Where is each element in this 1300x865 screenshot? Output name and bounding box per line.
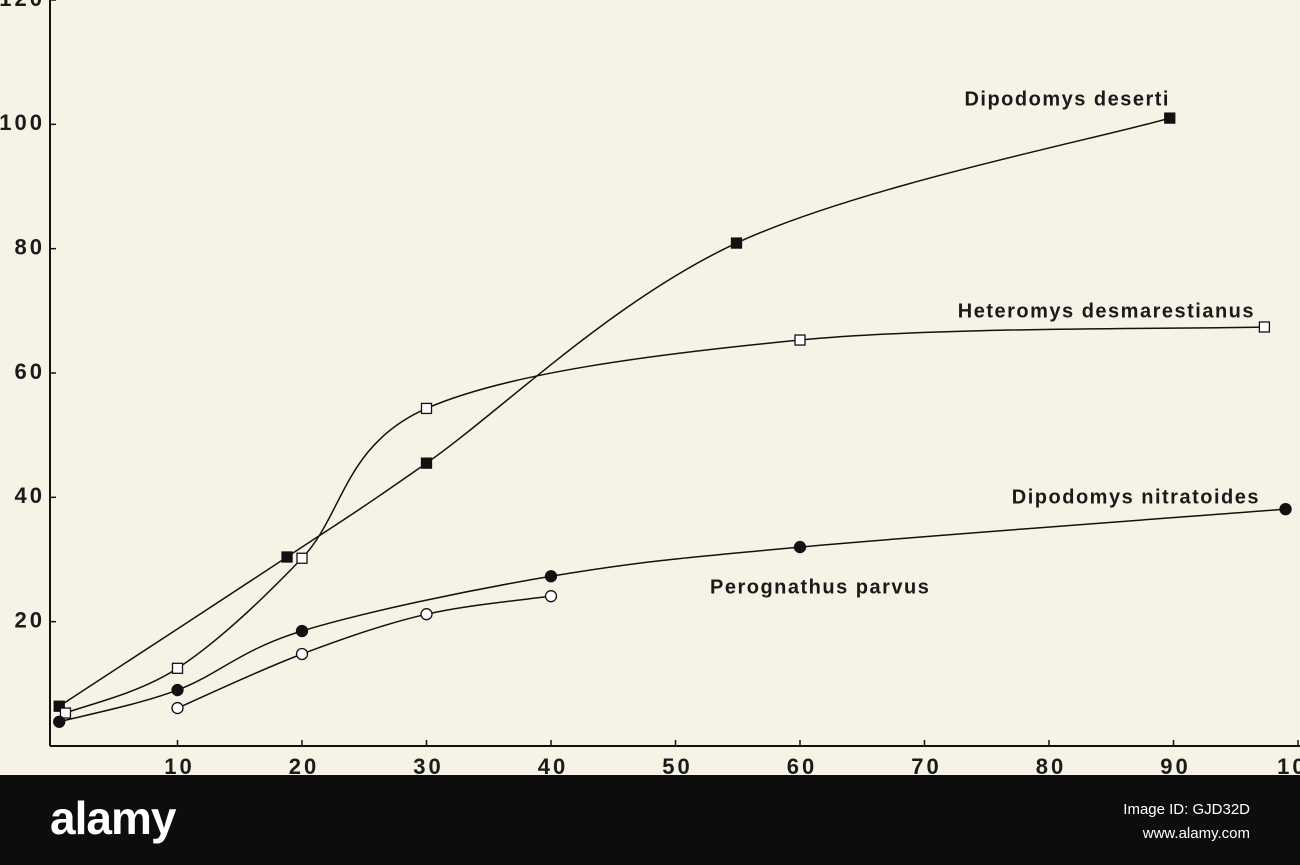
y-tick-label: 80 [15,234,45,259]
marker [281,551,293,563]
x-tick-label: 90 [1160,754,1190,779]
series-line [58,117,1170,707]
marker [1164,112,1176,124]
x-tick-label: 10 [164,754,194,779]
x-tick-label: 40 [538,754,568,779]
marker [171,683,184,697]
marker [1279,502,1292,516]
marker [295,624,309,638]
marker [53,700,65,712]
y-tick-label: 120 [0,0,45,11]
series-label: Dipodomys deserti [964,88,1170,110]
marker [171,662,184,674]
marker [171,701,184,715]
series-label: Dipodomys nitratoides [1012,486,1260,508]
marker [793,540,807,554]
y-tick-label: 60 [15,359,45,384]
y-tick-label: 40 [15,483,45,508]
marker [420,457,433,469]
y-tick-label: 20 [15,607,45,632]
series-line [177,595,552,709]
marker [544,590,558,603]
marker [420,608,433,621]
x-tick-label: 70 [911,754,941,779]
marker [794,334,806,346]
watermark-bar [0,775,1300,865]
marker [295,647,309,661]
marker [59,707,72,719]
marker [420,402,433,415]
watermark-site: www.alamy.com [1142,825,1250,842]
marker [730,237,743,249]
watermark-id: Image ID: GJD32D [1123,801,1250,818]
series-label: Perognathus parvus [710,576,930,598]
series-label: Heteromys desmarestianus [958,300,1255,322]
marker [296,552,308,564]
x-tick-label: 60 [787,754,817,779]
x-tick-label: 50 [662,754,692,779]
x-tick-label: 20 [289,754,319,779]
x-tick-label: 80 [1036,754,1066,779]
x-tick-label: 100 [1277,754,1300,779]
watermark-brand: alamy [50,792,177,844]
x-tick-label: 30 [413,754,443,779]
y-tick-label: 100 [0,110,45,135]
marker [53,715,66,728]
marker [544,570,558,583]
marker [1258,321,1271,333]
